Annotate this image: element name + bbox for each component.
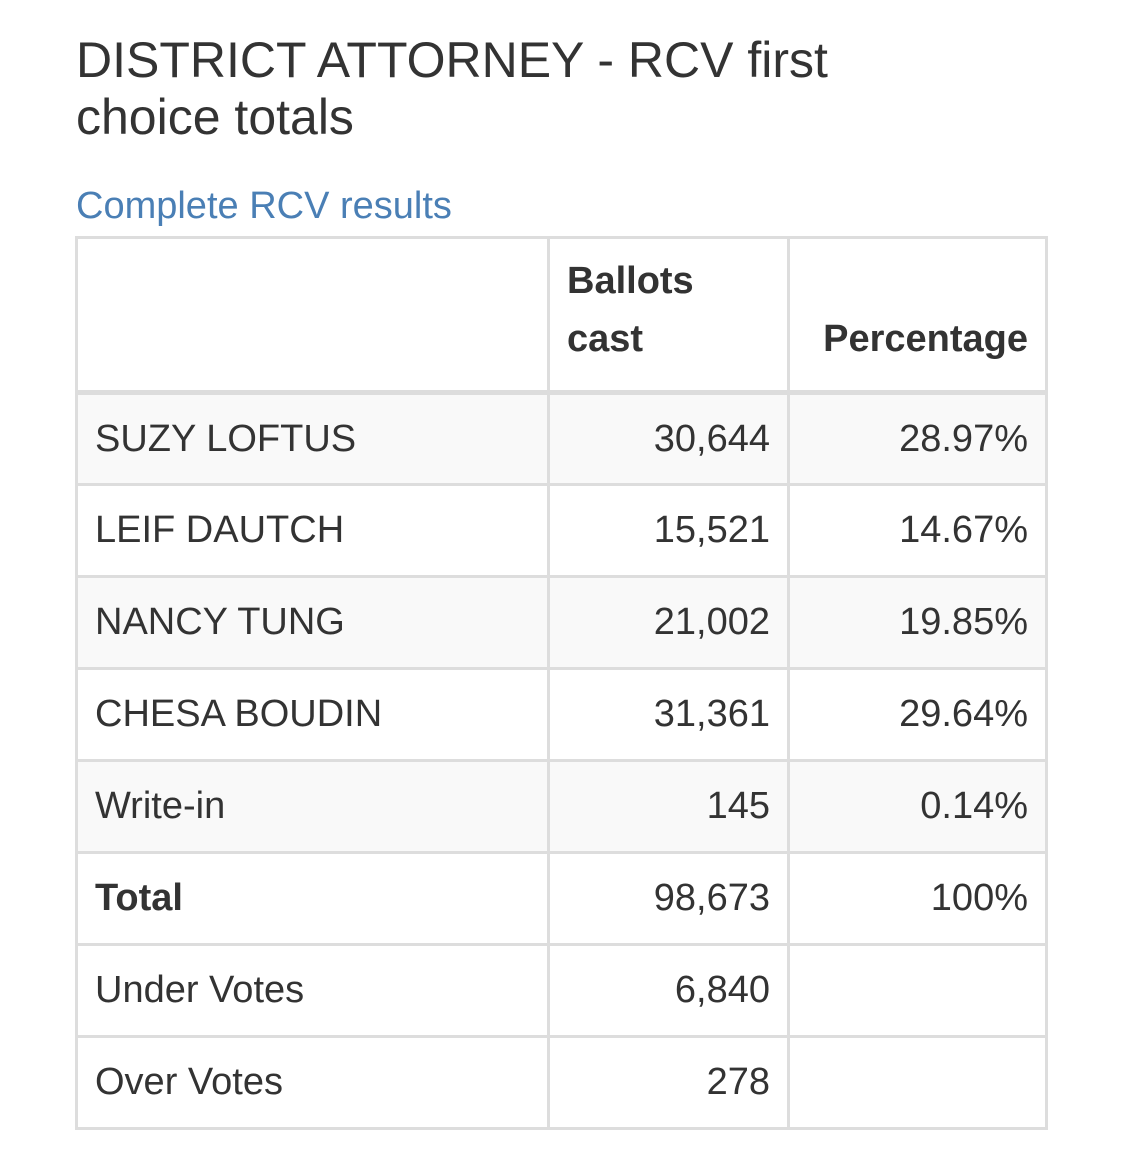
candidate-name: SUZY LOFTUS	[75, 391, 550, 486]
candidate-name: NANCY TUNG	[75, 575, 550, 670]
under-votes-percentage	[787, 943, 1048, 1038]
table-header-row: Ballots cast Percentage	[75, 236, 1048, 395]
ballots-cast: 30,644	[547, 391, 790, 486]
percentage: 28.97%	[787, 391, 1048, 486]
total-percentage: 100%	[787, 851, 1048, 946]
header-name	[75, 236, 550, 395]
table-row: CHESA BOUDIN 31,361 29.64%	[75, 667, 1048, 762]
ballots-cast: 145	[547, 759, 790, 854]
over-votes-count: 278	[547, 1035, 790, 1130]
table-row: Write-in 145 0.14%	[75, 759, 1048, 854]
candidate-name: LEIF DAUTCH	[75, 483, 550, 578]
ballots-cast: 21,002	[547, 575, 790, 670]
under-votes-label: Under Votes	[75, 943, 550, 1038]
over-votes-row: Over Votes 278	[75, 1035, 1048, 1130]
under-votes-count: 6,840	[547, 943, 790, 1038]
header-ballots-cast: Ballots cast	[547, 236, 790, 395]
percentage: 29.64%	[787, 667, 1048, 762]
percentage: 14.67%	[787, 483, 1048, 578]
ballots-cast: 31,361	[547, 667, 790, 762]
total-row: Total 98,673 100%	[75, 851, 1048, 946]
total-ballots-cast: 98,673	[547, 851, 790, 946]
candidate-name: Write-in	[75, 759, 550, 854]
results-table: Ballots cast Percentage SUZY LOFTUS 30,6…	[75, 236, 1048, 1130]
candidate-name: CHESA BOUDIN	[75, 667, 550, 762]
header-percentage: Percentage	[787, 236, 1048, 395]
page-title: DISTRICT ATTORNEY - RCV first choice tot…	[76, 32, 828, 145]
under-votes-row: Under Votes 6,840	[75, 943, 1048, 1038]
table-row: NANCY TUNG 21,002 19.85%	[75, 575, 1048, 670]
over-votes-percentage	[787, 1035, 1048, 1130]
percentage: 19.85%	[787, 575, 1048, 670]
percentage: 0.14%	[787, 759, 1048, 854]
complete-rcv-results-link[interactable]: Complete RCV results	[76, 185, 452, 227]
total-label: Total	[75, 851, 550, 946]
table-row: LEIF DAUTCH 15,521 14.67%	[75, 483, 1048, 578]
table-row: SUZY LOFTUS 30,644 28.97%	[75, 391, 1048, 486]
ballots-cast: 15,521	[547, 483, 790, 578]
over-votes-label: Over Votes	[75, 1035, 550, 1130]
